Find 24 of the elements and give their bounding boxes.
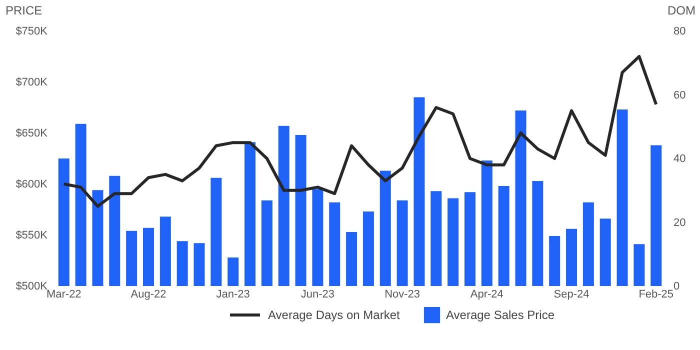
y-tick-label: $500K [16, 280, 48, 292]
x-tick-label: Apr-24 [470, 288, 504, 300]
x-tick-label: Jun-23 [300, 288, 335, 300]
x-tick-label: Nov-23 [384, 288, 420, 300]
y-tick-label: $700K [16, 76, 48, 88]
y2-axis-title: DOM [668, 4, 696, 18]
y2-tick-label: 60 [674, 89, 686, 102]
y2-tick-label: 40 [674, 153, 686, 165]
y-tick-label: $750K [16, 26, 48, 38]
y2-tick-label: 0 [674, 280, 680, 292]
y2-tick-label: 80 [674, 26, 686, 38]
x-tick-label: Aug-22 [130, 288, 166, 300]
y2-tick-label: 20 [674, 216, 686, 229]
y-tick-label: $600K [16, 178, 48, 190]
x-tick-label: Mar-22 [46, 288, 82, 300]
line-series [62, 55, 658, 208]
y-tick-label: $650K [16, 128, 48, 140]
x-tick-label: Feb-25 [638, 288, 674, 300]
x-tick-label: Jan-23 [216, 288, 250, 300]
x-tick-label: Sep-24 [554, 288, 590, 300]
legend-label: Average Sales Price [446, 308, 555, 322]
y-tick-label: $550K [16, 230, 48, 242]
y-axis-title: PRICE [6, 4, 42, 18]
legend-label: Average Days on Market [268, 308, 401, 322]
